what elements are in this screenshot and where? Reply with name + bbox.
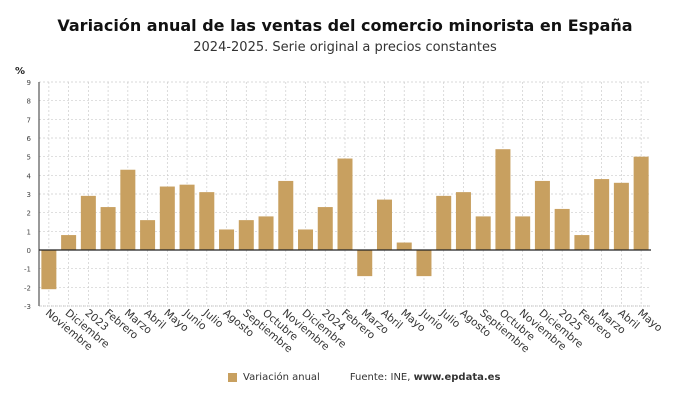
bar: [258, 216, 274, 250]
bar: [594, 179, 610, 250]
bar: [278, 180, 294, 250]
bar: [298, 229, 314, 250]
source-link[interactable]: www.epdata.es: [413, 372, 501, 383]
bar: [219, 229, 235, 250]
source: Fuente: INE, www.epdata.es: [349, 372, 501, 383]
bar: [436, 195, 452, 250]
bar: [574, 235, 590, 250]
bar: [534, 180, 550, 250]
bar: [515, 216, 531, 250]
y-tick-label: 9: [27, 79, 31, 87]
legend-label: Variación anual: [243, 372, 320, 383]
y-tick-label: 6: [27, 135, 32, 143]
bar: [179, 184, 195, 250]
bar: [475, 216, 491, 250]
legend: Variación anual Fuente: INE, www.epdata.…: [228, 372, 500, 383]
bar: [633, 156, 649, 250]
bar: [396, 242, 412, 250]
bar: [317, 207, 333, 250]
bar: [199, 192, 215, 250]
bar: [120, 169, 136, 250]
y-tick-label: 8: [27, 98, 31, 106]
chart-title: Variación anual de las ventas del comerc…: [57, 16, 633, 35]
y-tick-label: 5: [27, 154, 31, 162]
y-tick-label: 0: [27, 247, 31, 255]
bar: [613, 182, 629, 250]
y-axis-label: %: [15, 66, 25, 77]
bar: [140, 220, 156, 250]
bar: [41, 250, 57, 290]
y-tick-label: -2: [24, 284, 31, 292]
bar: [238, 220, 254, 250]
bar: [554, 208, 570, 250]
bar: [376, 199, 392, 250]
y-tick-label: -1: [24, 266, 31, 274]
bar: [100, 207, 116, 250]
bar: [455, 192, 471, 250]
y-tick-label: 3: [27, 191, 31, 199]
bar: [357, 250, 373, 277]
legend-swatch: [228, 373, 237, 382]
bar: [61, 235, 77, 250]
y-tick-label: 4: [27, 172, 32, 180]
chart-subtitle: 2024-2025. Serie original a precios cons…: [193, 40, 497, 55]
y-tick-label: 2: [27, 210, 31, 218]
y-tick-label: -3: [24, 303, 31, 311]
bar: [80, 195, 96, 250]
bar: [495, 149, 511, 250]
bar: [337, 158, 353, 250]
y-tick-label: 1: [27, 228, 31, 236]
bar: [159, 186, 175, 250]
bar: [416, 250, 432, 277]
y-tick-label: 7: [27, 116, 31, 124]
